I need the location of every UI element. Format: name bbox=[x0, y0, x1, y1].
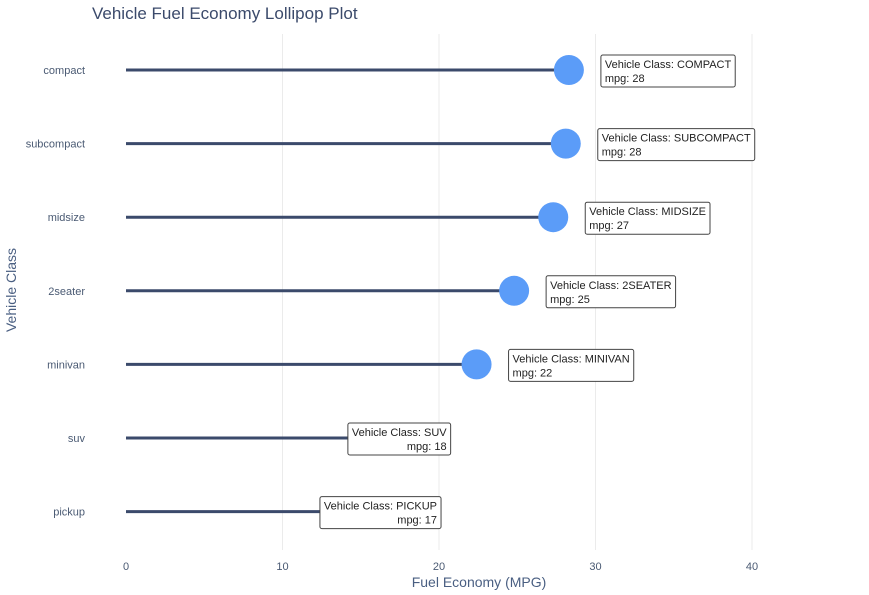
x-tick-label: 10 bbox=[276, 561, 288, 573]
hover-label-line1: Vehicle Class: MINIVAN bbox=[513, 353, 630, 365]
hover-label: Vehicle Class: MIDSIZE mpg: 27 bbox=[584, 201, 711, 235]
hover-label-box bbox=[597, 128, 756, 162]
hover-label-line2: mpg: 27 bbox=[589, 220, 629, 232]
hover-label-line1: Vehicle Class: SUBCOMPACT bbox=[602, 133, 751, 145]
hover-label: Vehicle Class: SUV mpg: 18 bbox=[347, 422, 452, 456]
chart-title: Vehicle Fuel Economy Lollipop Plot bbox=[92, 4, 358, 23]
y-tick-label: minivan bbox=[47, 359, 85, 371]
x-tick-label: 0 bbox=[123, 561, 129, 573]
y-axis-title: Vehicle Class bbox=[3, 248, 19, 332]
x-tick-label: 30 bbox=[589, 561, 601, 573]
hover-label: Vehicle Class: COMPACT mpg: 28 bbox=[600, 54, 736, 88]
y-tick-label: pickup bbox=[53, 507, 85, 519]
hover-label-box bbox=[600, 54, 736, 88]
hover-label-line2: mpg: 28 bbox=[605, 73, 645, 85]
y-tick-label: suv bbox=[68, 433, 86, 445]
lollipop-marker bbox=[553, 55, 584, 85]
hover-label: Vehicle Class: SUBCOMPACT mpg: 28 bbox=[597, 128, 756, 162]
y-tick-layer: compact subcompact midsize 2seater minivan su… bbox=[26, 65, 86, 519]
hover-label-line2: mpg: 25 bbox=[550, 294, 590, 306]
hover-label: Vehicle Class: MINIVAN mpg: 22 bbox=[508, 348, 635, 382]
lollipop-marker bbox=[550, 128, 581, 159]
hover-label-line1: Vehicle Class: SUV bbox=[352, 427, 447, 439]
hover-label-box bbox=[319, 496, 442, 530]
hover-label-line2: mpg: 28 bbox=[602, 147, 642, 159]
hover-label: Vehicle Class: PICKUP mpg: 17 bbox=[319, 496, 442, 530]
hover-label-box bbox=[584, 201, 711, 235]
x-axis-title: Fuel Economy (MPG) bbox=[412, 574, 547, 590]
y-tick-label: subcompact bbox=[26, 139, 85, 151]
x-tick-layer: 0 10 20 30 40 bbox=[123, 561, 758, 573]
y-tick-label: compact bbox=[43, 65, 85, 77]
hover-label-line1: Vehicle Class: COMPACT bbox=[605, 59, 732, 71]
x-tick-label: 40 bbox=[746, 561, 758, 573]
hover-label-line1: Vehicle Class: MIDSIZE bbox=[589, 206, 706, 218]
hover-label-line1: Vehicle Class: PICKUP bbox=[324, 501, 437, 513]
hover-label-box bbox=[545, 275, 677, 309]
y-tick-label: midsize bbox=[48, 212, 85, 224]
hover-label-line2: mpg: 17 bbox=[397, 515, 437, 527]
hover-label: Vehicle Class: 2SEATER mpg: 25 bbox=[545, 275, 677, 309]
hover-label-box bbox=[347, 422, 452, 456]
hover-label-line2: mpg: 22 bbox=[513, 367, 553, 379]
hover-label-box bbox=[508, 348, 635, 382]
hover-label-line1: Vehicle Class: 2SEATER bbox=[550, 280, 672, 292]
lollipop-marker bbox=[461, 349, 492, 380]
y-tick-label: 2seater bbox=[48, 286, 85, 298]
x-tick-label: 20 bbox=[433, 561, 445, 573]
hover-label-line2: mpg: 18 bbox=[407, 441, 447, 453]
lollipop-marker bbox=[499, 275, 530, 306]
lollipop-marker bbox=[538, 202, 569, 233]
